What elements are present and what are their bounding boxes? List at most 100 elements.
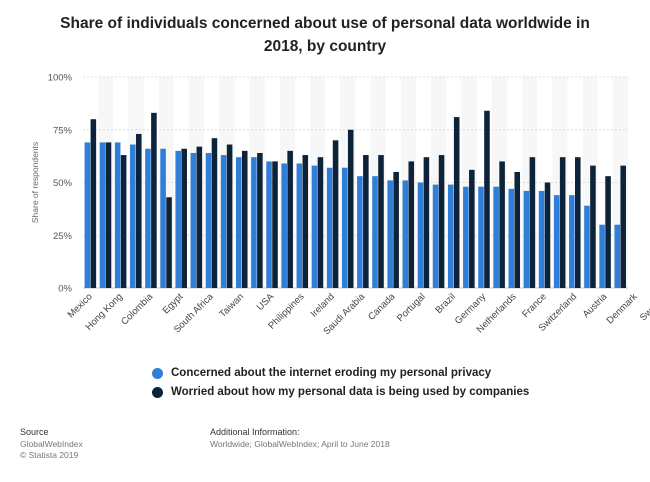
bar — [423, 157, 430, 288]
bar — [620, 165, 626, 288]
y-tick-label: 25% — [53, 231, 73, 242]
bar — [211, 138, 218, 288]
bar — [347, 129, 354, 288]
bar-chart: 0% 25% 50% 75% 100% Share of respondents Mexic… — [30, 73, 650, 338]
x-tick-label: Colombia — [119, 291, 156, 328]
legend-label-concerned: Concerned about the internet eroding my … — [171, 367, 492, 379]
legend-item-concerned[interactable]: Concerned about the internet eroding my … — [152, 367, 491, 379]
bar — [251, 157, 257, 288]
chart-title: Share of individuals concerned about use… — [60, 15, 590, 55]
additional-info-text: Worldwide; GlobalWebIndex; April to June… — [210, 438, 390, 449]
legend-marker-worried — [152, 386, 163, 398]
bar — [478, 186, 484, 288]
bar — [538, 190, 545, 288]
bar — [378, 155, 384, 288]
bar — [281, 163, 287, 288]
bar — [508, 188, 515, 288]
bar — [272, 161, 278, 288]
bar — [205, 152, 212, 288]
bar — [287, 150, 293, 288]
bar — [393, 171, 399, 288]
bar — [357, 176, 363, 288]
x-tick-label: Sweden — [638, 291, 650, 323]
x-tick-label: Ireland — [309, 291, 337, 319]
bar — [196, 146, 203, 288]
x-tick-label: Egypt — [161, 291, 186, 316]
source-block: Source GlobalWebIndex © Statista 2019 — [20, 427, 83, 462]
bar — [105, 142, 112, 288]
y-tick-label: 50% — [53, 178, 73, 189]
bar — [569, 195, 575, 288]
x-tick-label: Portugal — [395, 291, 428, 324]
bar — [175, 150, 182, 288]
x-tick-label: USA — [255, 291, 277, 313]
bar — [166, 197, 172, 288]
bar — [544, 182, 551, 288]
bar — [614, 224, 621, 288]
bar — [605, 176, 611, 288]
bar — [499, 161, 505, 288]
bar — [130, 144, 136, 288]
bar — [559, 157, 566, 288]
x-tick-label: Mexico — [66, 291, 95, 320]
bar — [326, 167, 333, 288]
bar — [590, 165, 596, 288]
bar — [432, 184, 439, 288]
bar — [584, 205, 590, 288]
x-tick-label: Brazil — [433, 291, 458, 316]
bar — [220, 155, 227, 288]
bar — [341, 167, 348, 288]
bar — [417, 182, 424, 288]
bar — [363, 155, 369, 288]
bar — [514, 171, 521, 288]
y-tick-label: 75% — [53, 125, 73, 136]
bar — [493, 186, 499, 288]
x-tick-label: Taiwan — [217, 291, 246, 320]
legend-marker-concerned — [152, 367, 163, 379]
bar — [599, 224, 605, 288]
bar — [332, 140, 339, 288]
x-tick-label: Denmark — [605, 291, 640, 326]
bar — [241, 150, 248, 288]
bar — [463, 186, 469, 288]
bar — [402, 180, 409, 288]
source-heading: Source — [20, 427, 49, 437]
bar — [257, 152, 263, 288]
x-tick-label: Canada — [366, 291, 398, 323]
copyright[interactable]: © Statista 2019 — [20, 450, 79, 460]
bar — [317, 157, 324, 288]
bar — [372, 176, 378, 288]
legend-label-worried: Worried about how my personal data is be… — [171, 386, 530, 398]
bar — [529, 157, 536, 288]
bar — [453, 117, 460, 288]
bar — [145, 148, 151, 288]
bar — [447, 184, 454, 288]
bar — [484, 110, 490, 288]
bar — [120, 155, 127, 288]
legend-item-worried[interactable]: Worried about how my personal data is be… — [152, 386, 529, 398]
bar — [226, 144, 233, 288]
bar — [553, 195, 560, 288]
bar — [84, 142, 91, 288]
bar — [151, 112, 157, 289]
bar — [160, 148, 166, 288]
bar — [311, 165, 318, 288]
bar — [266, 161, 272, 288]
bar — [387, 180, 393, 288]
bar — [438, 155, 445, 288]
bar — [302, 155, 309, 288]
bar — [523, 190, 530, 288]
bar — [296, 163, 303, 288]
bar — [114, 142, 121, 288]
source-name[interactable]: GlobalWebIndex — [20, 438, 83, 449]
bar — [181, 148, 187, 288]
bar — [99, 142, 106, 288]
additional-info-block: Additional Information: Worldwide; Globa… — [210, 427, 390, 450]
bar — [469, 169, 475, 288]
bar — [575, 157, 581, 288]
bar — [408, 161, 415, 288]
bar — [90, 119, 97, 288]
y-tick-label: 100% — [48, 73, 73, 84]
x-tick-label: Austria — [581, 291, 610, 320]
y-tick-label: 0% — [58, 284, 72, 295]
